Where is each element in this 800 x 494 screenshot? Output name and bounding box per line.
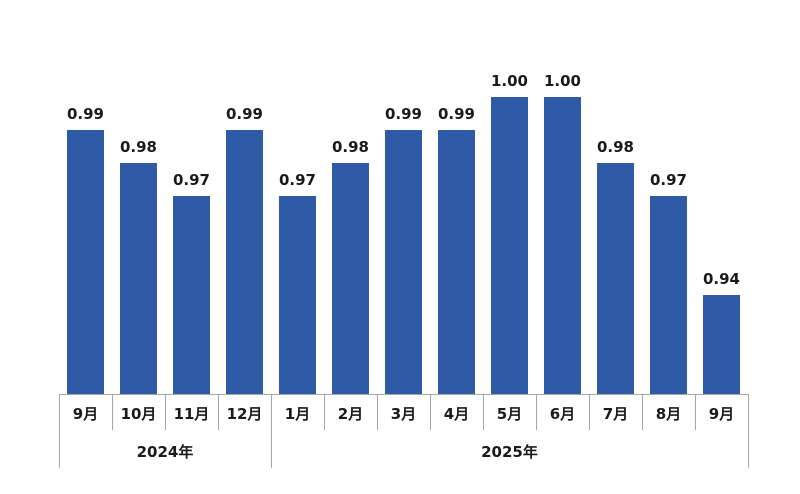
bar [650,196,687,394]
axis-tick [271,394,272,468]
bar [332,163,369,394]
year-axis-label: 2025年 [481,443,538,461]
axis-tick [59,394,60,468]
month-axis-label: 6月 [549,405,576,423]
bar [120,163,157,394]
axis-tick [165,394,166,430]
month-axis-label: 9月 [72,405,99,423]
bar [703,295,740,394]
bar [67,130,104,394]
bar [226,130,263,394]
axis-tick [112,394,113,430]
bar-value-label: 1.00 [543,72,581,90]
bar [597,163,634,394]
axis-tick [377,394,378,430]
bar-value-label: 0.99 [225,105,263,123]
axis-tick [218,394,219,430]
month-axis-label: 10月 [120,405,157,423]
bar [279,196,316,394]
bar-value-label: 0.99 [437,105,475,123]
axis-tick [430,394,431,430]
axis-tick [324,394,325,430]
bar-value-label: 0.98 [331,138,369,156]
bar-value-label: 0.97 [278,171,316,189]
bar-value-label: 0.97 [649,171,687,189]
bar-value-label: 0.99 [66,105,104,123]
bar-value-label: 0.98 [119,138,157,156]
month-axis-label: 5月 [496,405,523,423]
axis-tick [483,394,484,430]
month-axis-label: 8月 [655,405,682,423]
bar [385,130,422,394]
year-axis-label: 2024年 [136,443,194,461]
month-axis-label: 12月 [226,405,263,423]
bar-value-label: 0.98 [596,138,634,156]
bar [173,196,210,394]
month-axis-label: 4月 [443,405,470,423]
axis-tick [589,394,590,430]
bar [491,97,528,394]
axis-tick [536,394,537,430]
month-axis-label: 1月 [284,405,311,423]
month-axis-label: 7月 [602,405,629,423]
bar-value-label: 0.94 [702,270,740,288]
axis-tick [748,394,749,468]
month-axis-label: 11月 [173,405,210,423]
bar [438,130,475,394]
bar-value-label: 0.97 [172,171,210,189]
x-axis-line [59,394,748,395]
axis-tick [695,394,696,430]
month-axis-label: 9月 [708,405,735,423]
month-axis-label: 2月 [337,405,364,423]
bar-value-label: 1.00 [490,72,528,90]
bar [544,97,581,394]
bar-value-label: 0.99 [384,105,422,123]
axis-tick [642,394,643,430]
month-axis-label: 3月 [390,405,417,423]
